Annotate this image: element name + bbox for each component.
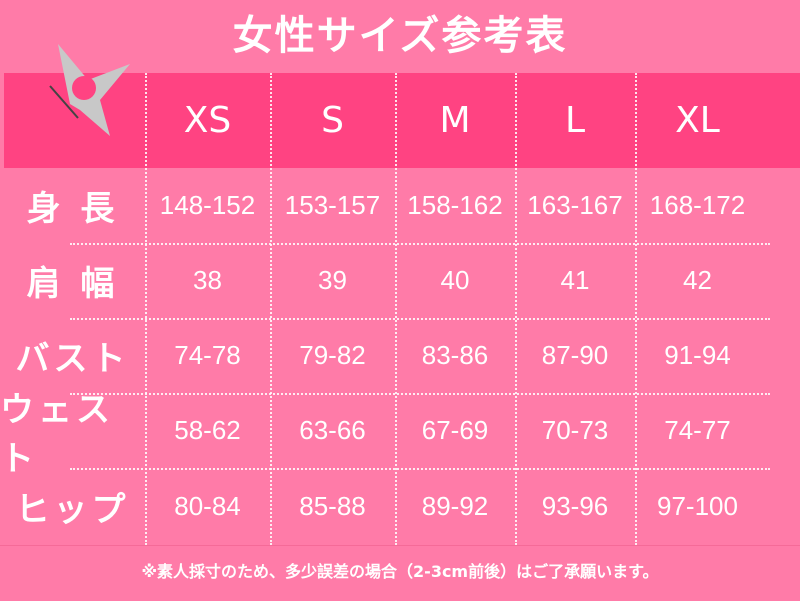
table-cell: 93-96 xyxy=(541,491,609,521)
size-header-l: L xyxy=(564,100,586,141)
row-label: ヒップ xyxy=(15,490,130,530)
row-divider xyxy=(70,393,770,395)
table-cell: 58-62 xyxy=(174,415,241,445)
table-cell: 40 xyxy=(440,265,470,295)
column-divider xyxy=(635,73,637,545)
table-cell: 85-88 xyxy=(299,491,366,521)
column-divider xyxy=(145,73,147,545)
row-label: 身 長 xyxy=(26,189,119,229)
table-cell: 97-100 xyxy=(657,491,738,521)
row-divider xyxy=(70,318,770,320)
row-label: 肩 幅 xyxy=(26,264,119,304)
row-divider xyxy=(70,243,770,245)
table-cell: 91-94 xyxy=(664,340,731,370)
table-cell: 83-86 xyxy=(421,340,489,370)
table-cell: 70-73 xyxy=(541,415,609,445)
column-divider xyxy=(270,73,272,545)
table-cell: 148-152 xyxy=(159,190,256,220)
table-cell: 153-157 xyxy=(284,190,381,220)
column-divider xyxy=(395,73,397,545)
size-header-s: S xyxy=(321,100,344,141)
table-cell: 79-82 xyxy=(299,340,366,370)
row-label: ウェスト xyxy=(0,389,114,479)
row-label: バスト xyxy=(15,339,130,379)
table-cell: 89-92 xyxy=(421,491,489,521)
size-header-m: M xyxy=(439,100,471,141)
table-cell: 74-77 xyxy=(664,415,731,445)
row-divider xyxy=(70,468,770,470)
table-cell: 38 xyxy=(193,265,222,295)
shuriken-icon xyxy=(49,44,130,136)
table-cell: 63-66 xyxy=(299,415,366,445)
size-header-xs: XS xyxy=(183,100,232,141)
table-cell: 163-167 xyxy=(527,190,623,220)
table-cell: 39 xyxy=(318,265,347,295)
table-cell: 80-84 xyxy=(174,491,241,521)
table-cell: 74-78 xyxy=(174,340,241,370)
column-divider xyxy=(515,73,517,545)
table-cell: 168-172 xyxy=(649,190,746,220)
size-header-row xyxy=(4,73,800,168)
table-cell: 42 xyxy=(683,265,712,295)
table-cell: 67-69 xyxy=(421,415,489,445)
footnote: ※素人採寸のため、多少誤差の場合（2-3cm前後）はご了承願います。 xyxy=(0,545,800,601)
table-cell: 41 xyxy=(560,265,590,295)
size-header-xl: XL xyxy=(675,100,720,141)
chart-title: 女性サイズ参考表 xyxy=(232,13,568,59)
table-cell: 87-90 xyxy=(541,340,609,370)
table-cell: 158-162 xyxy=(407,190,503,220)
